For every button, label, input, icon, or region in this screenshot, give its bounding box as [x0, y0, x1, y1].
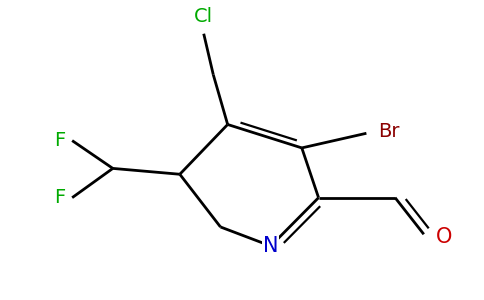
Text: F: F [54, 131, 65, 150]
Text: Br: Br [378, 122, 400, 141]
Text: O: O [436, 227, 452, 247]
Text: F: F [54, 188, 65, 207]
Text: Cl: Cl [194, 8, 213, 26]
Text: N: N [263, 236, 278, 256]
